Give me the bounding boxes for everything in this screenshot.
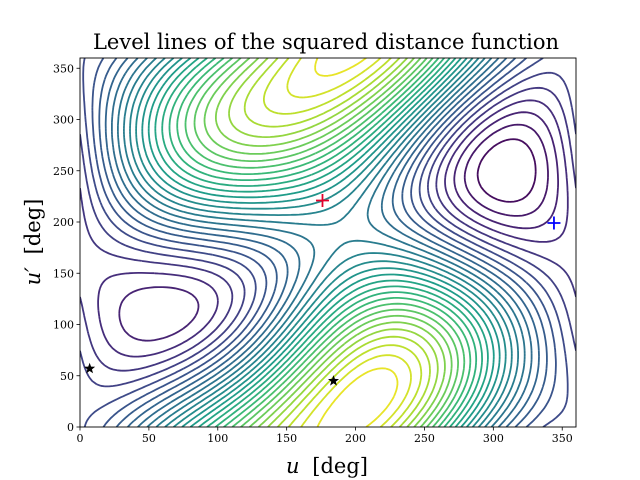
contour-level-line	[135, 58, 507, 427]
contour-level-line	[129, 58, 513, 427]
contour-level-line	[80, 86, 576, 372]
contour-level-line	[118, 111, 559, 342]
contour-level-line	[203, 58, 453, 427]
y-axis-ticks: 0 50 100 150 200 250 300 350	[53, 62, 80, 434]
x-tick-label: 50	[142, 432, 156, 445]
contour-level-line	[314, 58, 399, 427]
critical-point-markers	[84, 193, 561, 386]
x-tick-label: 100	[207, 432, 228, 445]
contour-level-line	[80, 71, 576, 388]
x-tick-label: 200	[345, 432, 366, 445]
x-axis-unit: [deg]	[312, 454, 368, 478]
contour-level-line	[463, 123, 549, 217]
saddle-star-marker	[84, 362, 96, 374]
y-axis-label: u′ [deg]	[21, 199, 45, 286]
x-tick-label: 0	[77, 432, 84, 445]
x-axis-ticks: 0 50 100 150 200 250 300 350	[77, 427, 573, 445]
x-tick-label: 300	[483, 432, 504, 445]
contour-level-line	[104, 58, 540, 427]
contour-level-line	[117, 58, 526, 427]
y-axis-unit: [deg]	[21, 199, 45, 255]
y-tick-label: 150	[53, 267, 74, 280]
contour-level-line	[476, 138, 537, 203]
axes-frame	[79, 57, 577, 428]
contour-level-line	[141, 58, 501, 427]
contour-level-line	[286, 58, 412, 427]
contour-lines	[80, 58, 576, 427]
x-tick-label: 150	[276, 432, 297, 445]
contour-level-line	[147, 58, 495, 427]
y-axis-variable: u′	[21, 267, 45, 286]
contour-level-line	[97, 99, 569, 358]
saddle-star-marker	[327, 375, 340, 386]
minimum-plus-marker	[547, 216, 561, 230]
y-tick-label: 350	[53, 62, 74, 75]
maximum-plus-marker	[315, 193, 329, 207]
y-tick-label: 100	[53, 319, 74, 332]
y-tick-label: 0	[67, 421, 74, 434]
x-tick-label: 350	[552, 432, 573, 445]
x-tick-label: 250	[414, 432, 435, 445]
y-tick-label: 200	[53, 216, 74, 229]
contour-level-line	[228, 58, 439, 427]
y-tick-label: 250	[53, 165, 74, 178]
contour-level-line	[123, 58, 519, 427]
contour-level-line	[215, 58, 446, 427]
contour-level-line	[263, 58, 423, 427]
y-tick-label: 300	[53, 114, 74, 127]
y-tick-label: 50	[60, 370, 74, 383]
chart-title: Level lines of the squared distance func…	[93, 30, 559, 54]
x-axis-variable: u	[286, 454, 300, 478]
contour-level-line	[82, 58, 569, 427]
x-axis-label: u [deg]	[286, 454, 368, 478]
contour-level-line	[91, 58, 557, 427]
